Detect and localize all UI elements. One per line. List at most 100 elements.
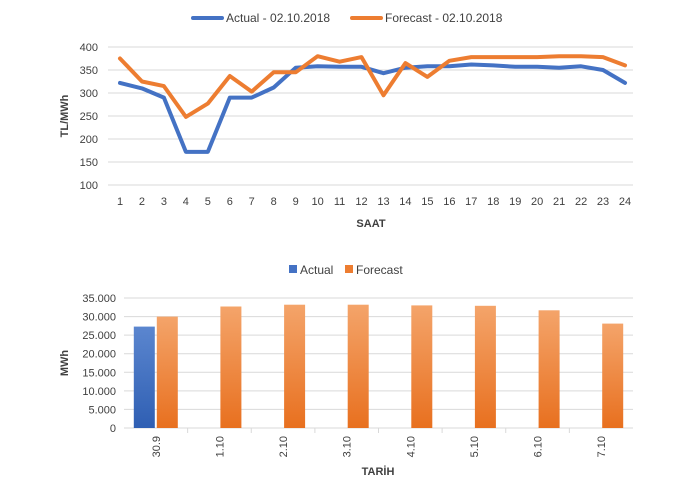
- line-point-forecast: [251, 91, 252, 92]
- line-point-forecast: [471, 57, 472, 58]
- bar-chart-y-tick-label: 30.000: [82, 312, 116, 324]
- bar-chart-x-tick-label: 3.10: [342, 436, 354, 457]
- line-point-actual: [207, 151, 208, 152]
- bar-chart-y-ticks: 0 5.000 10.000 15.000 20.000 25.000 30.000 35.0…: [82, 293, 116, 435]
- bar-forecast: [156, 316, 178, 428]
- line-chart-x-tick-label: 20: [531, 196, 543, 208]
- line-point-forecast: [405, 63, 406, 64]
- line-point-actual: [361, 66, 362, 67]
- line-point-actual: [581, 66, 582, 67]
- bar-chart-x-tick-label: 1.10: [214, 436, 226, 457]
- line-point-forecast: [339, 61, 340, 62]
- line-chart-x-tick-label: 12: [355, 196, 367, 208]
- line-chart-x-tick-label: 7: [249, 196, 255, 208]
- line-chart-y-tick-label: 400: [80, 42, 98, 54]
- line-chart-y-axis-title: TL/MWh: [59, 94, 71, 137]
- line-point-actual: [339, 66, 340, 67]
- line-point-actual: [141, 88, 142, 89]
- line-chart-x-tick-label: 15: [421, 196, 433, 208]
- bar-chart-x-axis-title: TARİH: [362, 465, 395, 478]
- bar-chart-y-tick-label: 15.000: [82, 367, 116, 379]
- line-point-actual: [427, 66, 428, 67]
- bar-forecast: [220, 306, 242, 428]
- line-chart-x-tick-label: 17: [465, 196, 477, 208]
- line-chart-x-tick-label: 24: [619, 196, 631, 208]
- line-chart-y-tick-label: 150: [80, 157, 98, 169]
- line-point-actual: [493, 65, 494, 66]
- line-chart-y-ticks: 100 150 200 250 300 350 400: [80, 42, 98, 192]
- legend-label-actual-bar: Actual: [300, 263, 333, 277]
- line-point-actual: [273, 87, 274, 88]
- bar-forecast: [347, 304, 369, 428]
- line-chart-x-tick-label: 11: [334, 196, 345, 208]
- line-chart-x-tick-label: 5: [205, 196, 211, 208]
- line-chart-x-tick-label: 1: [117, 196, 123, 208]
- bar-chart-y-axis-title: MWh: [59, 350, 71, 377]
- line-point-actual: [120, 82, 121, 83]
- line-point-forecast: [559, 56, 560, 57]
- line-chart-x-tick-label: 13: [377, 196, 389, 208]
- line-point-actual: [515, 66, 516, 67]
- legend-label-forecast: Forecast - 02.10.2018: [385, 11, 503, 25]
- bar-chart-y-tick-label: 25.000: [82, 330, 116, 342]
- line-chart-y-tick-label: 250: [80, 111, 98, 123]
- line-point-forecast: [493, 57, 494, 58]
- line-point-forecast: [427, 76, 428, 77]
- line-point-forecast: [120, 58, 121, 59]
- line-point-forecast: [515, 57, 516, 58]
- line-chart-y-tick-label: 200: [80, 134, 98, 146]
- line-point-forecast: [141, 81, 142, 82]
- bar-chart-x-ticks: 30.9 1.10 2.10 3.10 4.10 5.10 6.10 7.10: [151, 436, 608, 457]
- line-point-actual: [405, 67, 406, 68]
- line-point-forecast: [207, 103, 208, 104]
- line-point-actual: [317, 66, 318, 67]
- line-point-forecast: [603, 57, 604, 58]
- line-point-forecast: [537, 57, 538, 58]
- bar-chart-y-tick-label: 35.000: [82, 293, 116, 305]
- bar-chart-x-tick-label: 6.10: [533, 436, 545, 457]
- bar-forecast: [538, 310, 560, 428]
- bar-forecast: [474, 305, 496, 428]
- line-point-forecast: [581, 56, 582, 57]
- legend-swatch-forecast-bar: [345, 265, 353, 273]
- line-point-forecast: [625, 65, 626, 66]
- bar-actual: [133, 326, 155, 428]
- bar-chart-x-tick-label: 4.10: [405, 436, 417, 457]
- bar-forecast: [602, 323, 624, 428]
- line-chart-x-tick-label: 16: [443, 196, 455, 208]
- line-point-forecast: [361, 57, 362, 58]
- bar-chart-y-tick-label: 5.000: [88, 404, 116, 416]
- bar-forecast: [411, 305, 433, 428]
- bar-chart-x-tick-label: 2.10: [278, 436, 290, 457]
- line-point-actual: [251, 97, 252, 98]
- line-point-actual: [163, 97, 164, 98]
- line-point-forecast: [163, 86, 164, 87]
- line-point-actual: [449, 66, 450, 67]
- line-point-actual: [471, 64, 472, 65]
- bar-chart-x-tick-label: 30.9: [151, 436, 163, 457]
- line-chart-y-tick-label: 300: [80, 88, 98, 100]
- bar-chart-x-tick-label: 7.10: [596, 436, 608, 457]
- line-chart-x-ticks: 1 2 3 4 5 6 7 8 9 10 11 12 13 14 15 16 17 18 19 20 21 22 23 24: [117, 196, 631, 208]
- line-chart-x-tick-label: 21: [553, 196, 565, 208]
- line-point-forecast: [383, 95, 384, 96]
- line-chart-x-tick-label: 8: [271, 196, 277, 208]
- line-chart-series: [118, 54, 627, 154]
- line-point-forecast: [317, 56, 318, 57]
- line-series-actual: [118, 62, 627, 154]
- line-chart-x-tick-label: 4: [183, 196, 189, 208]
- bar-forecast: [284, 304, 306, 428]
- legend-swatch-actual-bar: [289, 265, 297, 273]
- line-point-actual: [229, 97, 230, 98]
- line-chart-x-tick-label: 19: [509, 196, 521, 208]
- legend-label-forecast-bar: Forecast: [356, 263, 403, 277]
- bar-chart-legend: Actual Forecast: [289, 263, 403, 277]
- line-chart-x-tick-label: 23: [597, 196, 609, 208]
- line-series-forecast: [118, 54, 627, 119]
- bar-chart-y-tick-label: 20.000: [82, 349, 116, 361]
- line-point-actual: [625, 82, 626, 83]
- line-point-actual: [295, 67, 296, 68]
- bar-chart-y-tick-label: 0: [110, 423, 116, 435]
